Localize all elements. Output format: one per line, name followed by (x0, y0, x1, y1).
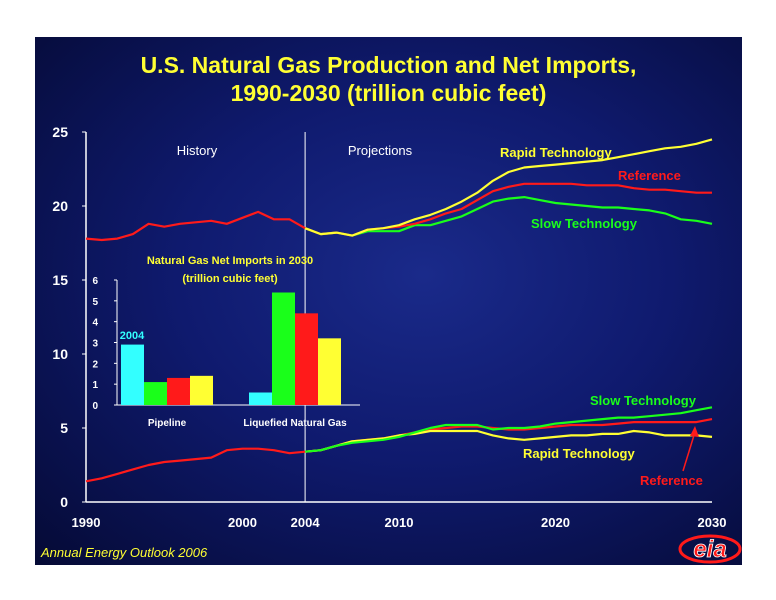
inset-category-label: Liquefied Natural Gas (243, 418, 347, 429)
imports-history-line (85, 447, 306, 483)
chart-title-line2: 1990-2030 (trillion cubic feet) (230, 80, 547, 106)
production-rapid-line (304, 138, 713, 237)
inset-series-label-2004: 2004 (120, 330, 145, 342)
reference-arrow-shaft (682, 431, 696, 472)
inset-y-tick-label: 5 (92, 297, 98, 308)
inset-bar (190, 375, 213, 405)
inset-title: Natural Gas Net Imports in 2030 (147, 255, 313, 267)
production-history-line (85, 210, 306, 242)
y-tick-label: 15 (52, 272, 68, 288)
inset-category-label: Pipeline (148, 418, 187, 429)
y-tick-label: 5 (60, 420, 68, 436)
inset-y-tick-label: 0 (92, 401, 98, 412)
inset-y-tick-label: 2 (92, 359, 98, 370)
inset-y-tick-label: 4 (92, 318, 98, 329)
imports-slow-line (304, 406, 713, 453)
x-tick-label: 2004 (291, 515, 321, 530)
y-tick-label: 0 (60, 494, 68, 510)
x-tick-label: 2010 (385, 515, 414, 530)
x-tick-label: 2030 (698, 515, 727, 530)
y-tick-label: 10 (52, 346, 68, 362)
footer-source: Annual Energy Outlook 2006 (41, 545, 208, 560)
eia-logo: eia (678, 534, 742, 564)
label-rapid-imports: Rapid Technology (523, 446, 635, 461)
inset-bar (144, 382, 167, 405)
inset-y-tick-label: 3 (92, 339, 98, 350)
x-tick-label: 2000 (228, 515, 257, 530)
label-slow-production: Slow Technology (531, 216, 638, 231)
label-reference-production: Reference (618, 168, 681, 183)
x-tick-label: 2020 (541, 515, 570, 530)
inset-bar (318, 338, 341, 405)
slide-background: U.S. Natural Gas Production and Net Impo… (35, 37, 742, 565)
inset-y-tick-label: 6 (92, 276, 98, 287)
imports-rapid-line (304, 429, 713, 453)
reference-arrow-head (690, 426, 699, 437)
inset-y-tick-label: 1 (92, 380, 98, 391)
label-slow-imports: Slow Technology (590, 393, 697, 408)
inset-bar (121, 344, 144, 405)
label-reference-imports: Reference (640, 473, 703, 488)
label-rapid-production: Rapid Technology (500, 145, 612, 160)
y-tick-label: 20 (52, 198, 68, 214)
eia-logo-text: eia (693, 536, 726, 563)
region-label-projections: Projections (348, 143, 413, 158)
inset-bar (249, 392, 272, 405)
inset-bar (167, 377, 190, 405)
inset-bar (272, 292, 295, 405)
inset-bar (295, 313, 318, 405)
inset-subtitle: (trillion cubic feet) (182, 273, 278, 285)
y-tick-label: 25 (52, 124, 68, 140)
imports-reference-line (304, 418, 713, 453)
region-label-history: History (177, 143, 218, 158)
chart-title-line1: U.S. Natural Gas Production and Net Impo… (140, 52, 637, 78)
x-tick-label: 1990 (72, 515, 101, 530)
production-slow-line (304, 196, 713, 237)
